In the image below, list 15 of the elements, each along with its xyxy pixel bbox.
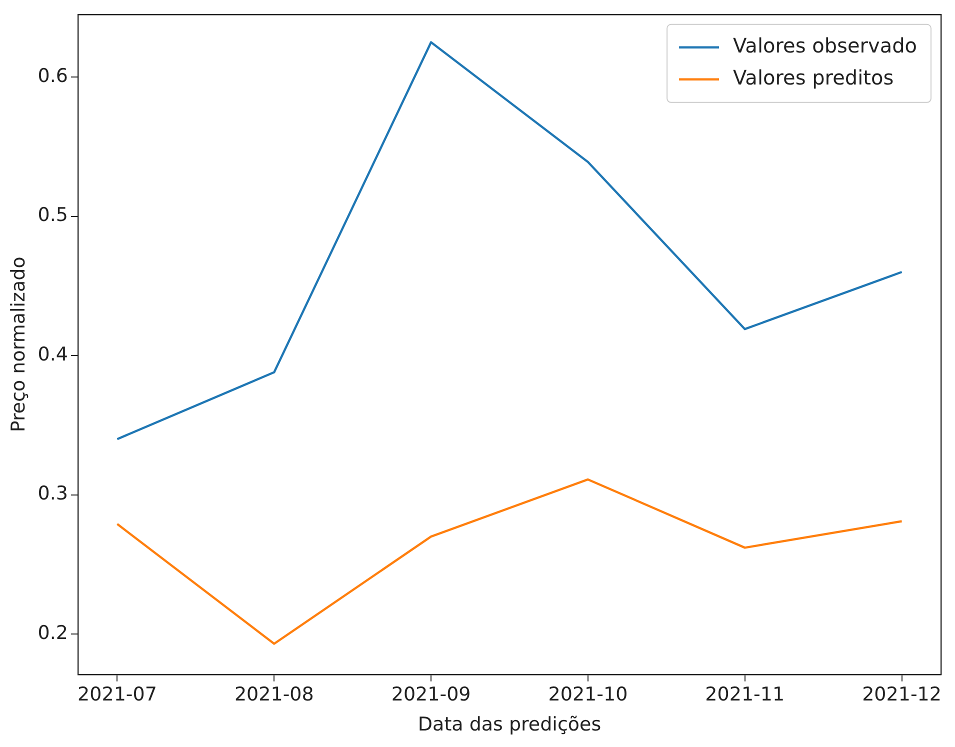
y-tick-label: 0.3 xyxy=(38,482,68,505)
y-tick-label: 0.6 xyxy=(38,64,68,87)
x-tick-label: 2021-12 xyxy=(862,684,942,706)
x-tick-label: 2021-09 xyxy=(391,684,471,706)
x-tick-label: 2021-10 xyxy=(548,684,628,706)
y-axis-title: Preço normalizado xyxy=(7,256,30,432)
y-tick-label: 0.2 xyxy=(38,622,68,644)
x-tick-label: 2021-07 xyxy=(78,684,157,706)
y-tick-label: 0.5 xyxy=(38,204,68,226)
x-tick-label: 2021-11 xyxy=(705,684,785,706)
legend-label: Valores observado xyxy=(733,34,918,58)
y-tick-label: 0.4 xyxy=(38,343,68,366)
x-axis-title: Data das predições xyxy=(418,714,602,736)
legend-label: Valores preditos xyxy=(733,66,894,90)
x-tick-label: 2021-08 xyxy=(234,684,314,706)
